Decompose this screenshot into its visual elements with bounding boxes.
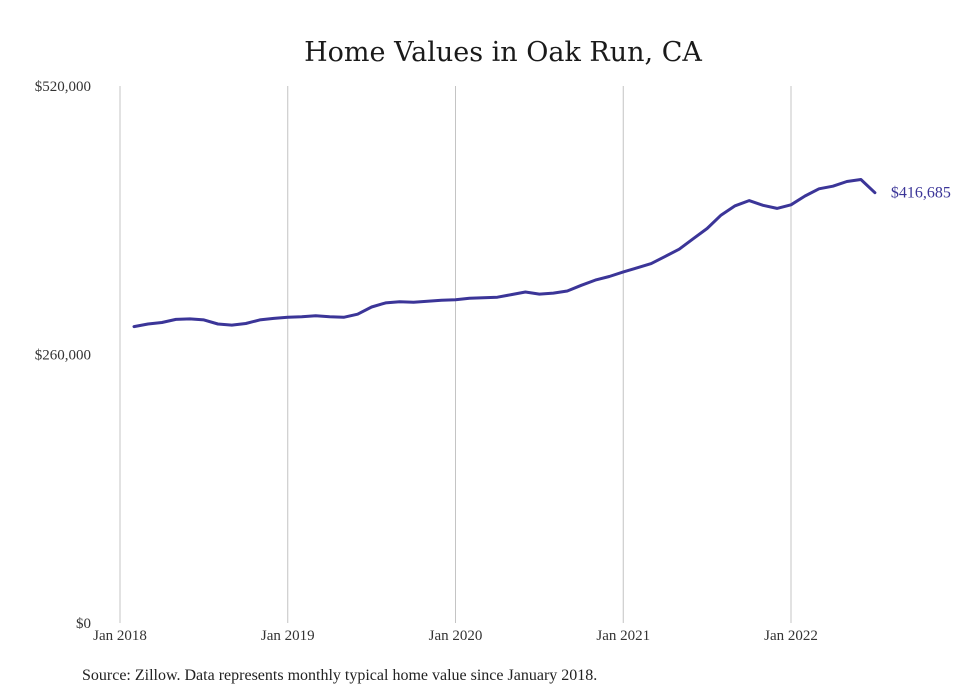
x-tick-label: Jan 2021 (596, 628, 650, 644)
source-note: Source: Zillow. Data represents monthly … (82, 667, 598, 684)
x-tick-label: Jan 2020 (429, 628, 483, 644)
x-axis: Jan 2018 Jan 2019 Jan 2020 Jan 2021 Jan 2022 (93, 628, 818, 644)
grid (119, 86, 792, 623)
x-tick-label: Jan 2018 (93, 628, 147, 644)
x-tick-label: Jan 2022 (764, 628, 818, 644)
y-tick-label: $0 (76, 616, 91, 632)
series-line (132, 178, 877, 329)
end-value-label: $416,685 (891, 185, 951, 202)
x-tick-label: Jan 2019 (261, 628, 315, 644)
y-axis: $0 $260,000 $520,000 (35, 79, 91, 632)
chart-title: Home Values in Oak Run, CA (304, 37, 702, 68)
y-tick-label: $520,000 (35, 79, 91, 95)
series-layer: $416,685 (132, 178, 951, 329)
y-tick-label: $260,000 (35, 348, 91, 364)
